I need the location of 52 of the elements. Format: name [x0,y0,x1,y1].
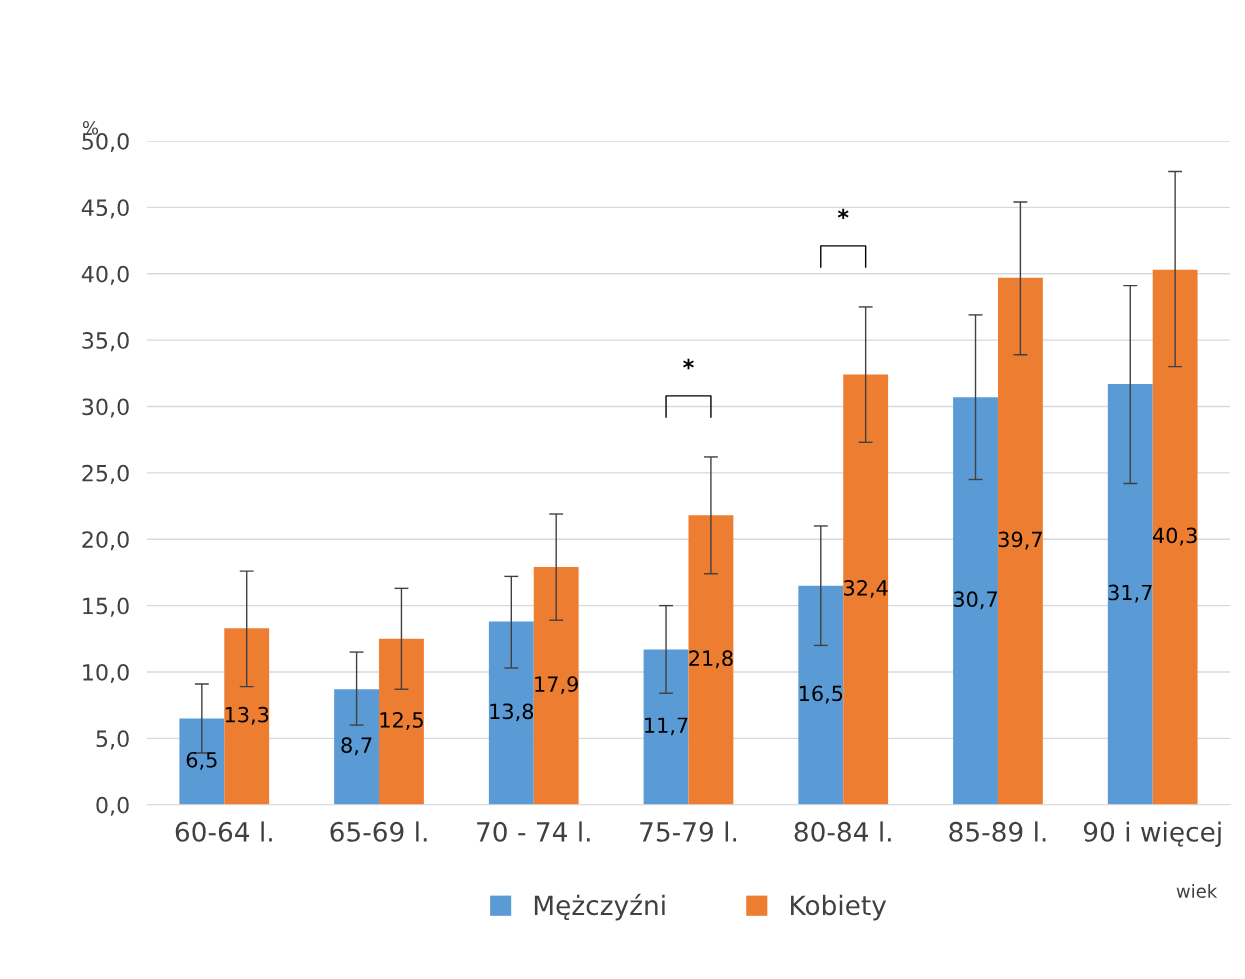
data-label: 21,8 [689,650,733,669]
bar [179,718,225,805]
y-tick-label: 50,0 [82,132,129,152]
x-tick-label: 75-79 l. [640,821,737,842]
legend-label: Mężczyźni [534,893,665,921]
y-tick-label: 40,0 [81,265,129,285]
bar [688,515,734,805]
bar [953,397,998,805]
bar [843,374,889,805]
y-tick-label: 20,0 [82,531,129,551]
data-label: 6,5 [186,751,217,770]
x-axis-title: wiek [1176,883,1218,898]
annotation: * [837,208,849,220]
x-tick-label: 90 i więcej [1083,821,1221,847]
bar [533,567,579,805]
bar [334,689,380,805]
y-tick-label: 10,0 [83,663,129,684]
data-label: 13,3 [225,706,269,725]
data-label: 16,5 [799,685,843,704]
y-tick-label: 35,0 [82,332,129,352]
data-label: 39,7 [998,531,1042,550]
data-label: 8,7 [341,737,372,756]
y-axis-title: % [82,120,99,135]
x-tick-label: 85-89 l. [949,821,1046,842]
x-tick-label: 65-69 l. [330,821,427,842]
annotation: * [683,358,694,370]
legend-label: Kobiety [791,894,887,921]
x-tick-label: 70 - 74 l. [477,821,590,842]
x-tick-label: 60-64 l. [175,821,272,842]
y-tick-label: 25,0 [82,464,129,484]
data-label: 31,7 [1108,584,1152,603]
bar [224,628,270,805]
data-label: 11,7 [645,717,688,736]
y-tick-label: 45,0 [81,199,129,219]
data-label: 40,3 [1152,527,1197,546]
bar [488,621,534,805]
y-tick-label: 0,0 [96,796,129,816]
x-tick-label: 80-84 l. [794,821,891,842]
bar [1152,269,1198,805]
y-tick-label: 5,0 [96,730,129,750]
bar [379,638,424,805]
bar [643,649,689,805]
data-label: 30,7 [953,591,997,610]
data-label: 17,9 [535,676,578,695]
data-label: 12,5 [380,712,423,730]
y-tick-label: 30,0 [82,398,129,418]
y-tick-label: 15,0 [83,597,129,617]
data-label: 13,8 [490,703,534,722]
bar [798,585,844,805]
bar [997,277,1043,805]
data-label: 32,4 [844,579,888,598]
bar [1107,383,1153,805]
